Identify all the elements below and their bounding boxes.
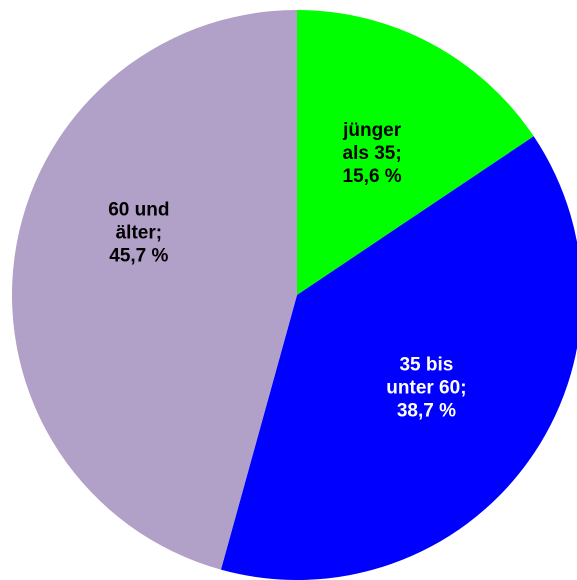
category-label: 35 bis unter 60; — [386, 354, 466, 398]
pie-slice — [220, 136, 577, 580]
slice-label: jünger als 35;15,6 % — [342, 120, 402, 187]
value-label: 15,6 % — [343, 166, 402, 187]
pie-slice — [297, 10, 534, 295]
category-label: 60 und älter; — [108, 200, 169, 244]
value-label: 45,7 % — [109, 246, 168, 267]
category-label: jünger als 35; — [342, 120, 402, 164]
pie-slice — [11, 10, 297, 570]
slice-label: 35 bis unter 60;38,7 % — [386, 354, 466, 421]
value-label: 38,7 % — [397, 400, 456, 421]
slice-label: 60 und älter;45,7 % — [108, 200, 169, 267]
